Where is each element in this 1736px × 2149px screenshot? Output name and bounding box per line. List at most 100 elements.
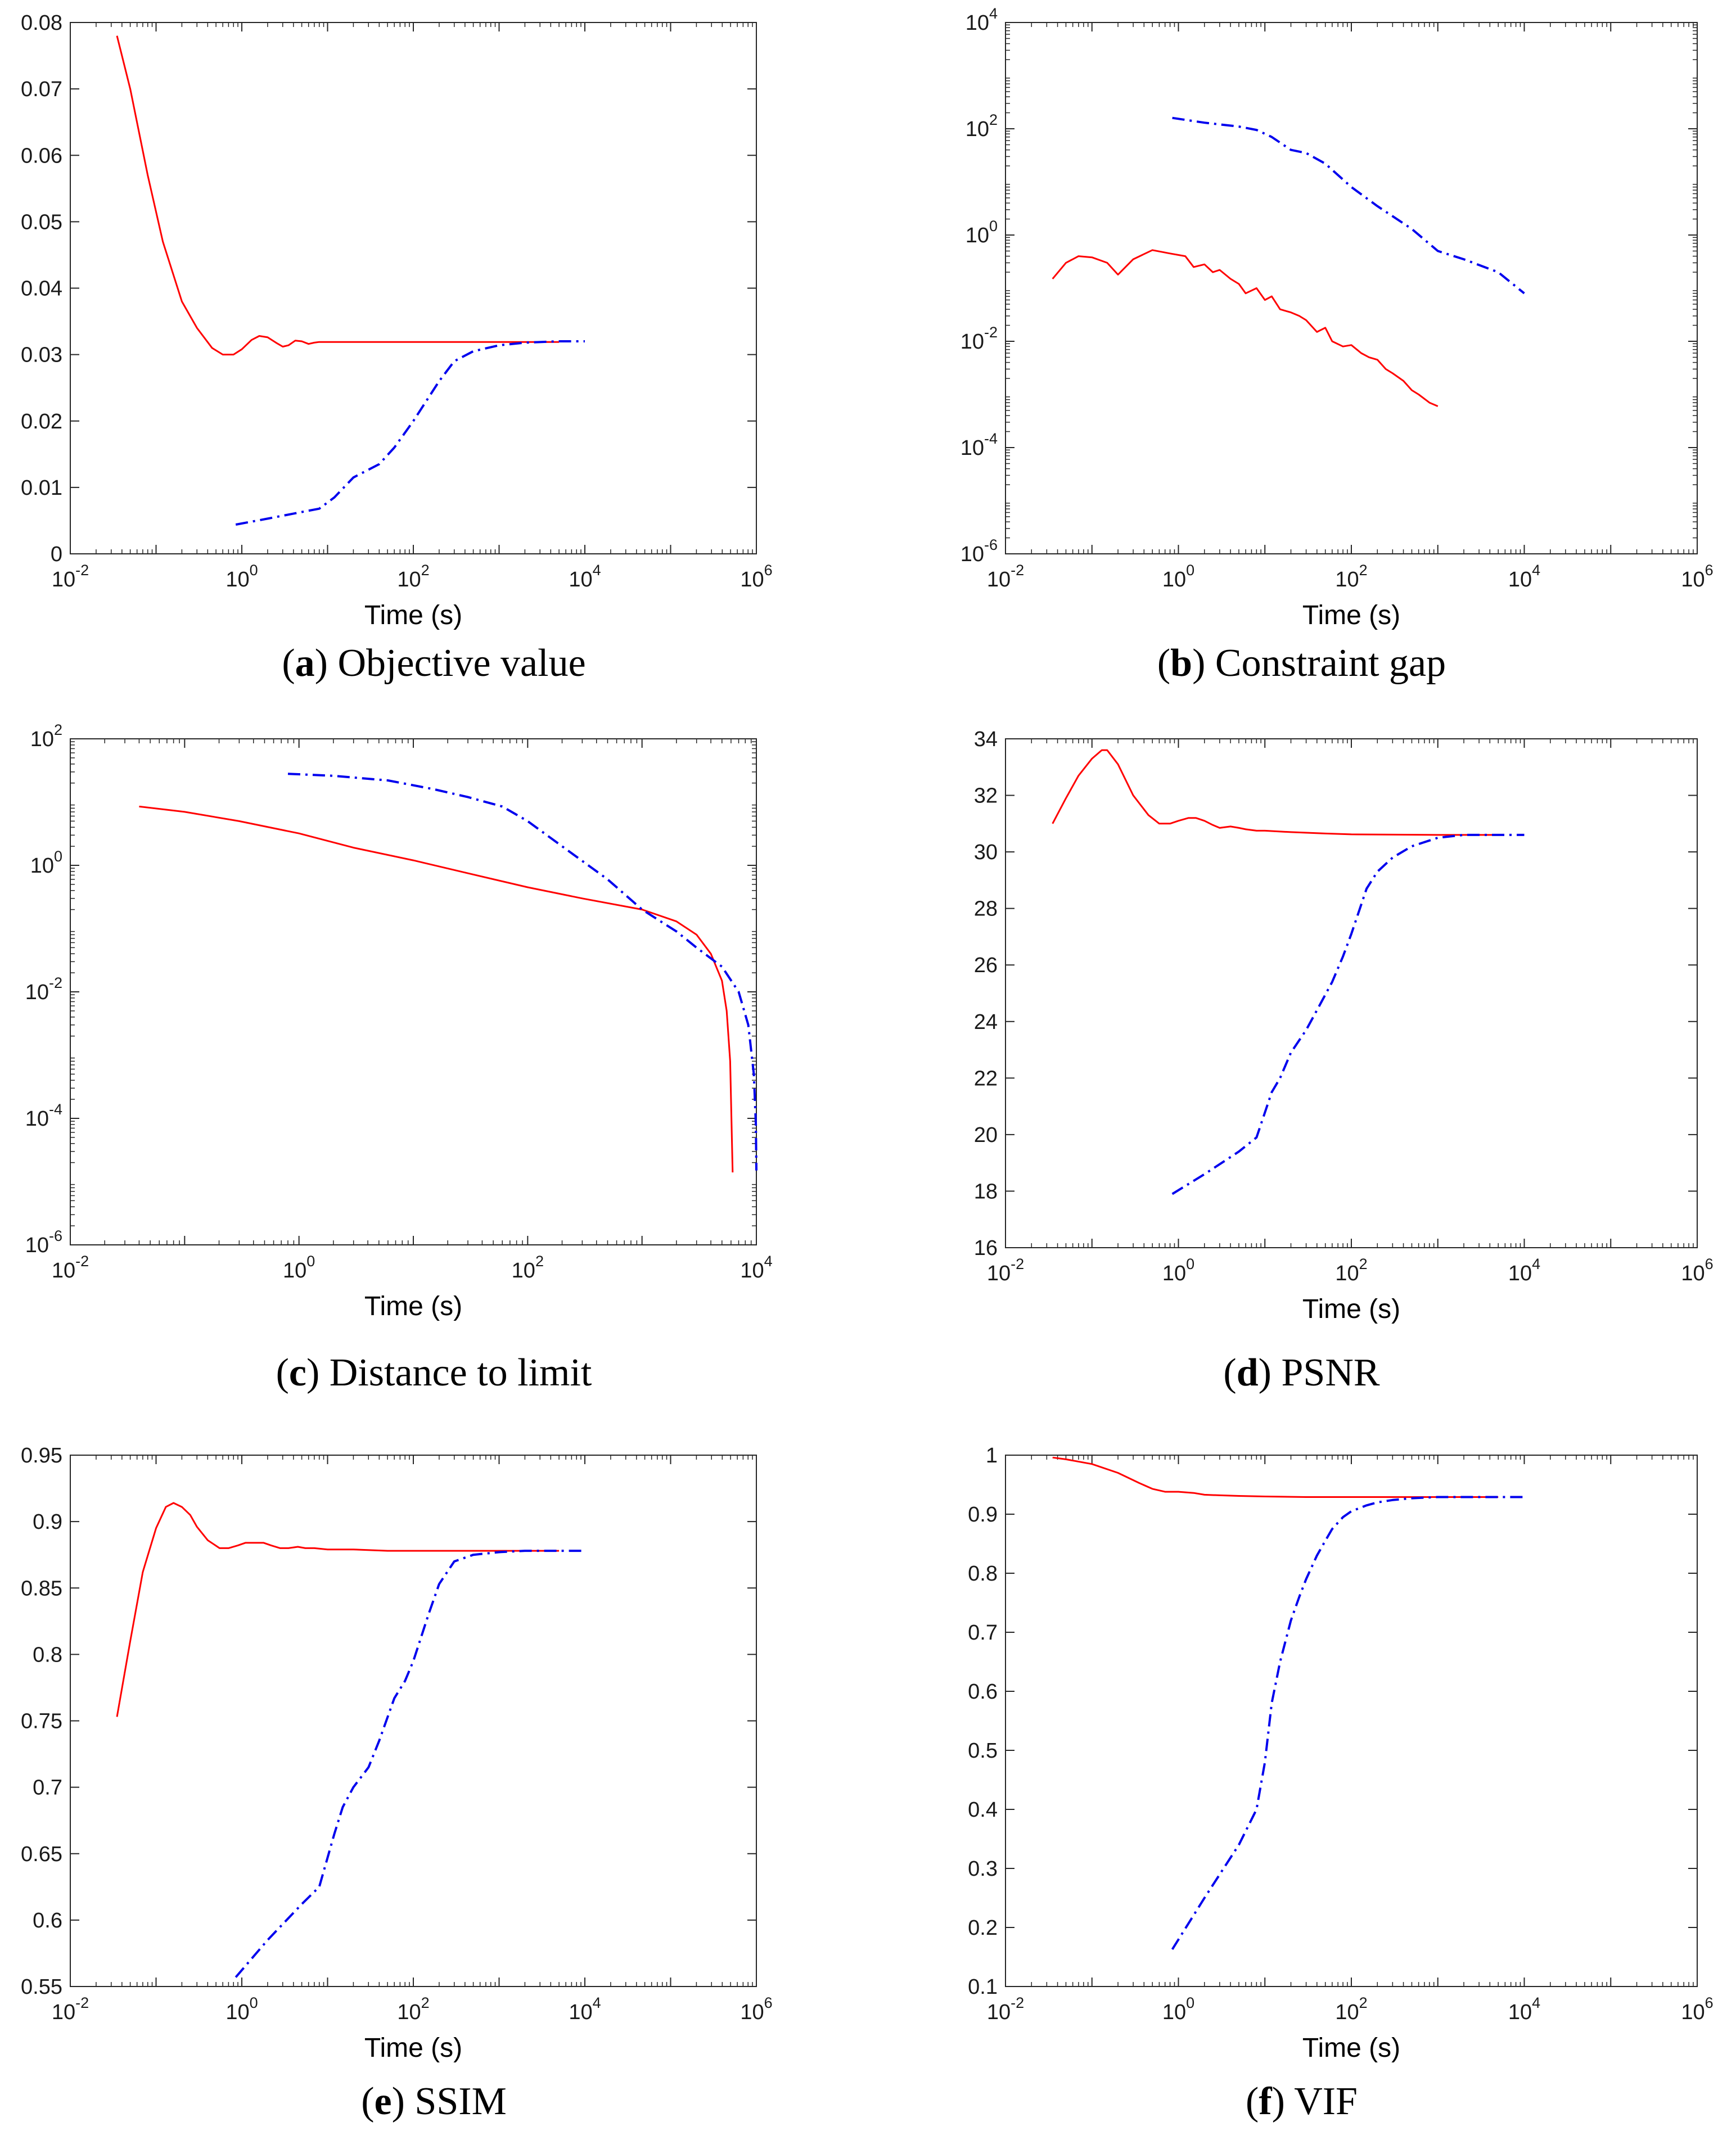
chart-e: 10-2 100 102 104 106 0.55 0.6 0.65 0.7 0.75 0.8 0.8… bbox=[21, 1444, 773, 2063]
y-tick-label-d: 20 bbox=[974, 1123, 998, 1147]
y-tick-label-d: 34 bbox=[974, 728, 998, 751]
x-axis-label-c: Time (s) bbox=[364, 1292, 462, 1321]
y-tick-label-a: 0.04 bbox=[21, 277, 62, 301]
x-axis-label-b: Time (s) bbox=[1302, 601, 1400, 630]
panel-a: 10-2 100 102 104 106 0 0.01 0.02 0.03 0.04 0.05 0.0… bbox=[0, 0, 868, 716]
y-tick-label-b: 10-2 bbox=[961, 324, 998, 354]
caption-f: (f) VIF bbox=[1246, 2080, 1358, 2123]
chart-f: 10-2 100 102 104 106 0.1 0.2 0.3 0.4 0.5 0.6 0.7 0.8… bbox=[968, 1444, 1713, 2063]
series-line-blue-b bbox=[1172, 116, 1525, 295]
series-line-red-a bbox=[116, 35, 560, 356]
y-tick-label-e: 0.6 bbox=[33, 1909, 62, 1933]
y-tick-label-c: 10-2 bbox=[25, 974, 62, 1004]
x-tick-label-e: 100 bbox=[226, 1994, 258, 2024]
y-tick-label-f: 0.5 bbox=[968, 1739, 998, 1763]
caption-d: (d) PSNR bbox=[1223, 1351, 1380, 1394]
y-tick-label-a: 0.02 bbox=[21, 410, 62, 434]
x-tick-label-a: 106 bbox=[740, 562, 772, 592]
y-tick-label-d: 28 bbox=[974, 897, 998, 921]
panel-d: 10-2 100 102 104 106 16 18 20 22 24 26 28 30 32 34 Time… bbox=[868, 716, 1735, 1433]
x-tick-label-f: 10-2 bbox=[987, 1994, 1024, 2024]
x-tick-label-c: 100 bbox=[283, 1253, 315, 1283]
x-tick-label-f: 102 bbox=[1335, 1994, 1367, 2024]
x-axis-label-a: Time (s) bbox=[364, 601, 462, 630]
chart-d: 10-2 100 102 104 106 16 18 20 22 24 26 28 30 32 34 Time… bbox=[974, 728, 1714, 1324]
y-tick-label-b: 104 bbox=[966, 5, 998, 35]
y-tick-label-b: 10-6 bbox=[961, 536, 998, 566]
y-tick-label-c: 10-4 bbox=[25, 1101, 62, 1131]
y-tick-label-e: 0.75 bbox=[21, 1710, 62, 1733]
x-tick-label-f: 106 bbox=[1681, 1994, 1713, 2024]
y-tick-label-b: 10-4 bbox=[961, 430, 998, 460]
series-line-red-d bbox=[1052, 749, 1499, 836]
x-tick-label-d: 102 bbox=[1335, 1256, 1367, 1285]
plot-frame-f bbox=[1005, 1455, 1698, 1987]
plot-frame-d bbox=[1005, 738, 1698, 1248]
x-axis-label-d: Time (s) bbox=[1302, 1294, 1400, 1324]
x-tick-label-a: 102 bbox=[397, 562, 429, 592]
y-tick-label-d: 22 bbox=[974, 1067, 998, 1090]
series-line-blue-a bbox=[235, 340, 585, 526]
x-tick-label-a: 10-2 bbox=[52, 562, 89, 592]
chart-b: 10-2 100 102 104 106 10-6 10-4 10-2 100 102 104 Tim… bbox=[961, 5, 1714, 630]
x-tick-label-b: 10-2 bbox=[987, 562, 1024, 592]
y-tick-label-b: 102 bbox=[966, 111, 998, 141]
y-tick-label-d: 26 bbox=[974, 954, 998, 977]
x-tick-label-b: 100 bbox=[1162, 562, 1194, 592]
x-tick-label-c: 10-2 bbox=[52, 1253, 89, 1283]
y-tick-label-a: 0.03 bbox=[21, 344, 62, 367]
y-tick-label-e: 0.55 bbox=[21, 1975, 62, 1999]
series-line-blue-e bbox=[235, 1550, 585, 1978]
x-tick-label-b: 102 bbox=[1335, 562, 1367, 592]
x-tick-label-d: 106 bbox=[1681, 1256, 1713, 1285]
y-tick-label-e: 0.8 bbox=[33, 1643, 62, 1667]
y-tick-label-f: 1 bbox=[986, 1444, 998, 1468]
y-tick-label-c: 100 bbox=[30, 848, 62, 878]
y-tick-label-f: 0.7 bbox=[968, 1621, 998, 1645]
y-tick-label-d: 16 bbox=[974, 1236, 998, 1260]
x-tick-label-e: 10-2 bbox=[52, 1994, 89, 2024]
y-tick-label-a: 0.07 bbox=[21, 78, 62, 101]
x-axis-label-f: Time (s) bbox=[1302, 2033, 1400, 2063]
y-tick-label-d: 24 bbox=[974, 1010, 998, 1034]
y-tick-label-f: 0.1 bbox=[968, 1975, 998, 1999]
y-tick-label-a: 0.01 bbox=[21, 476, 62, 500]
x-tick-label-d: 10-2 bbox=[987, 1256, 1024, 1285]
y-tick-label-d: 30 bbox=[974, 841, 998, 864]
series-line-red-b bbox=[1052, 249, 1439, 407]
x-tick-label-c: 104 bbox=[740, 1253, 772, 1283]
plot-frame-a bbox=[70, 22, 757, 554]
y-tick-label-f: 0.6 bbox=[968, 1680, 998, 1704]
panel-f: 10-2 100 102 104 106 0.1 0.2 0.3 0.4 0.5 0.6 0.7 0.8… bbox=[868, 1433, 1735, 2149]
y-tick-label-d: 32 bbox=[974, 784, 998, 808]
x-tick-label-f: 100 bbox=[1162, 1994, 1194, 2024]
y-tick-label-a: 0 bbox=[51, 543, 62, 566]
caption-a: (a) Objective value bbox=[282, 642, 586, 685]
caption-e: (e) SSIM bbox=[361, 2080, 507, 2123]
chart-a: 10-2 100 102 104 106 0 0.01 0.02 0.03 0.04 0.05 0.0… bbox=[21, 11, 773, 630]
x-tick-label-e: 102 bbox=[397, 1994, 429, 2024]
y-tick-label-f: 0.9 bbox=[968, 1503, 998, 1527]
y-tick-label-a: 0.06 bbox=[21, 144, 62, 168]
y-tick-label-f: 0.8 bbox=[968, 1562, 998, 1586]
series-line-red-e bbox=[116, 1502, 560, 1717]
panel-e: 10-2 100 102 104 106 0.55 0.6 0.65 0.7 0.75 0.8 0.8… bbox=[0, 1433, 868, 2149]
y-tick-label-f: 0.2 bbox=[968, 1916, 998, 1940]
series-line-blue-f bbox=[1171, 1496, 1525, 1950]
y-tick-label-c: 10-6 bbox=[25, 1227, 62, 1257]
x-tick-label-f: 104 bbox=[1508, 1994, 1540, 2024]
chart-c: 10-2 100 102 104 10-6 10-4 10-2 100 102 Time (s) bbox=[25, 721, 773, 1321]
x-tick-label-e: 104 bbox=[569, 1994, 601, 2024]
series-line-blue-d bbox=[1171, 833, 1525, 1195]
x-tick-label-d: 100 bbox=[1162, 1256, 1194, 1285]
plot-frame-b bbox=[1005, 22, 1698, 554]
panel-b: 10-2 100 102 104 106 10-6 10-4 10-2 100 102 104 Tim… bbox=[868, 0, 1735, 716]
y-tick-label-c: 102 bbox=[30, 721, 62, 751]
x-tick-label-b: 106 bbox=[1681, 562, 1713, 592]
x-tick-label-a: 104 bbox=[569, 562, 601, 592]
series-line-red-c bbox=[139, 805, 734, 1173]
y-tick-label-f: 0.4 bbox=[968, 1798, 998, 1822]
y-tick-label-a: 0.05 bbox=[21, 210, 62, 234]
x-tick-label-d: 104 bbox=[1508, 1256, 1540, 1285]
series-line-red-f bbox=[1052, 1456, 1499, 1498]
